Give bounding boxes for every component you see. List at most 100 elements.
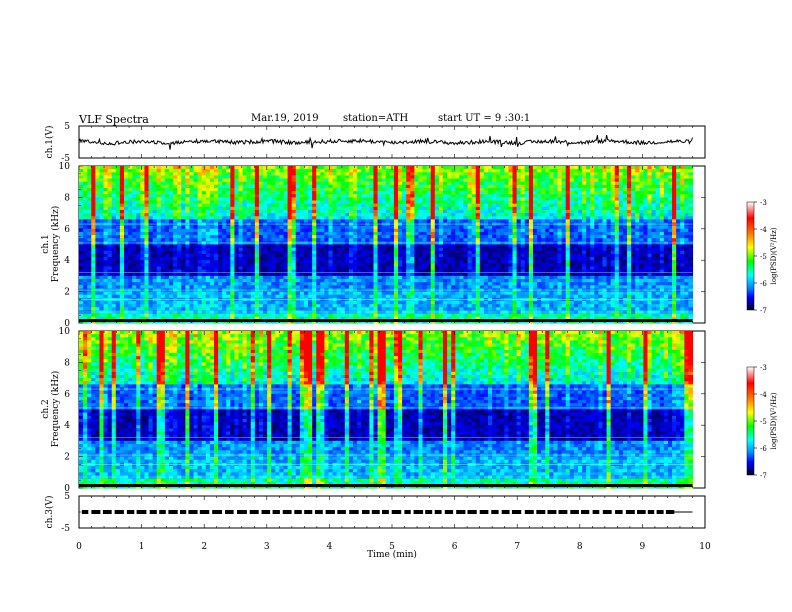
spectrogram-cell [614,184,620,189]
spectrogram-cell [267,172,272,177]
spectrogram-cell [561,172,567,177]
spectrogram-cell [418,169,424,173]
spectrogram-cell [340,194,346,198]
spectrogram-cell [389,184,395,189]
spectrogram-cell [91,191,96,195]
spectrogram-cell [193,166,199,170]
spectrogram-cell [91,187,96,192]
spectrogram-cell [160,213,166,217]
spectrogram-cell [377,213,383,217]
spectrogram-cell [438,181,444,186]
spectrogram-cell [111,197,117,202]
spectrogram-cell [299,191,305,195]
spectrogram-cell [148,172,154,177]
spectrogram-cell [324,209,330,214]
spectrogram-cell [316,209,321,214]
spectrogram-cell [328,184,334,189]
spectrogram-cell [299,178,305,183]
spectrogram-cell [647,172,653,177]
spectrogram-cell [541,213,546,217]
spectrogram-cell [651,169,657,173]
spectrogram-cell [512,213,518,217]
spectrogram-cell [316,206,321,211]
spectrogram-cell [107,213,113,217]
spectrogram-cell [83,194,88,198]
spectrogram-cell [238,213,244,217]
spectrogram-cell [144,200,150,205]
spectrogram-cell [483,187,489,192]
spectrogram-cell [385,213,391,217]
spectrogram-cell [659,194,665,198]
spectrogram-cell [193,194,199,198]
spectrogram-cell [451,191,456,195]
spectrogram-cell [541,175,546,180]
spectrogram-cell [263,187,268,192]
spectrogram-cell [213,203,219,208]
spectrogram-cell [369,213,375,217]
spectrogram-cell [651,213,657,217]
spectrogram-cell [667,187,673,192]
spectrogram-cell [676,175,681,180]
spectrogram-cell [492,169,497,173]
spectrogram-cell [140,187,146,192]
spectrogram-cell [422,209,428,214]
spectrogram-cell [312,197,317,202]
spectrogram-cell [655,200,661,205]
spectrogram-cell [610,194,616,198]
spectrogram-cell [393,194,399,198]
spectrogram-cell [242,178,248,183]
spectrogram-cell [152,191,158,195]
spectrogram-cell [639,209,644,214]
spectrogram-cell [250,187,256,192]
spectrogram-cell [128,166,133,170]
spectrogram-cell [218,213,223,217]
spectrogram-cell [324,166,330,170]
spectrogram-cell [258,191,264,195]
spectrogram-cell [205,209,211,214]
spectrogram-cell [684,209,689,214]
spectrogram-cell [590,206,595,211]
spectrogram-cell [569,175,575,180]
spectrogram-cell [655,194,661,198]
spectrogram-cell [303,197,309,202]
spectrogram-cell [541,187,546,192]
spectrogram-cell [226,191,231,195]
spectrogram-cell [606,216,612,220]
spectrogram-cell [618,181,624,186]
spectrogram-cell [410,187,415,192]
spectrogram-cell [279,197,285,202]
spectrogram-cell [222,172,227,177]
spectrogram-cell [516,175,522,180]
spectrogram-cell [181,175,186,180]
spectrogram-cell [672,169,677,173]
spectrogram-cell [381,181,387,186]
spectrogram-cell [655,191,661,195]
spectrogram-cell [631,209,636,214]
spectrogram-cell [549,197,555,202]
spectrogram-cell [299,181,305,186]
spectrogram-cell [177,200,182,205]
spectrogram-cell [447,216,452,220]
spectrogram-cell [385,187,391,192]
spectrogram-cell [381,209,387,214]
spectrogram-cell [324,213,330,217]
spectrogram-cell [389,169,395,173]
spectrogram-cell [340,187,346,192]
spectrogram-cell [344,181,350,186]
spectrogram-cell [373,166,379,170]
spectrogram-cell [181,216,186,220]
spectrogram-cell [99,209,105,214]
spectrogram-cell [643,166,649,170]
spectrogram-cell [663,213,669,217]
spectrogram-cell [483,216,489,220]
spectrogram-cell [218,200,223,205]
spectrogram-cell [627,172,632,177]
spectrogram-cell [209,172,215,177]
spectrogram-cell [95,197,101,202]
spectrogram-cell [103,216,109,220]
spectrogram-cell [430,194,436,198]
spectrogram-cell [189,203,195,208]
spectrogram-cell [299,169,305,173]
spectrogram-cell [447,175,452,180]
spectrogram-cell [353,166,358,170]
